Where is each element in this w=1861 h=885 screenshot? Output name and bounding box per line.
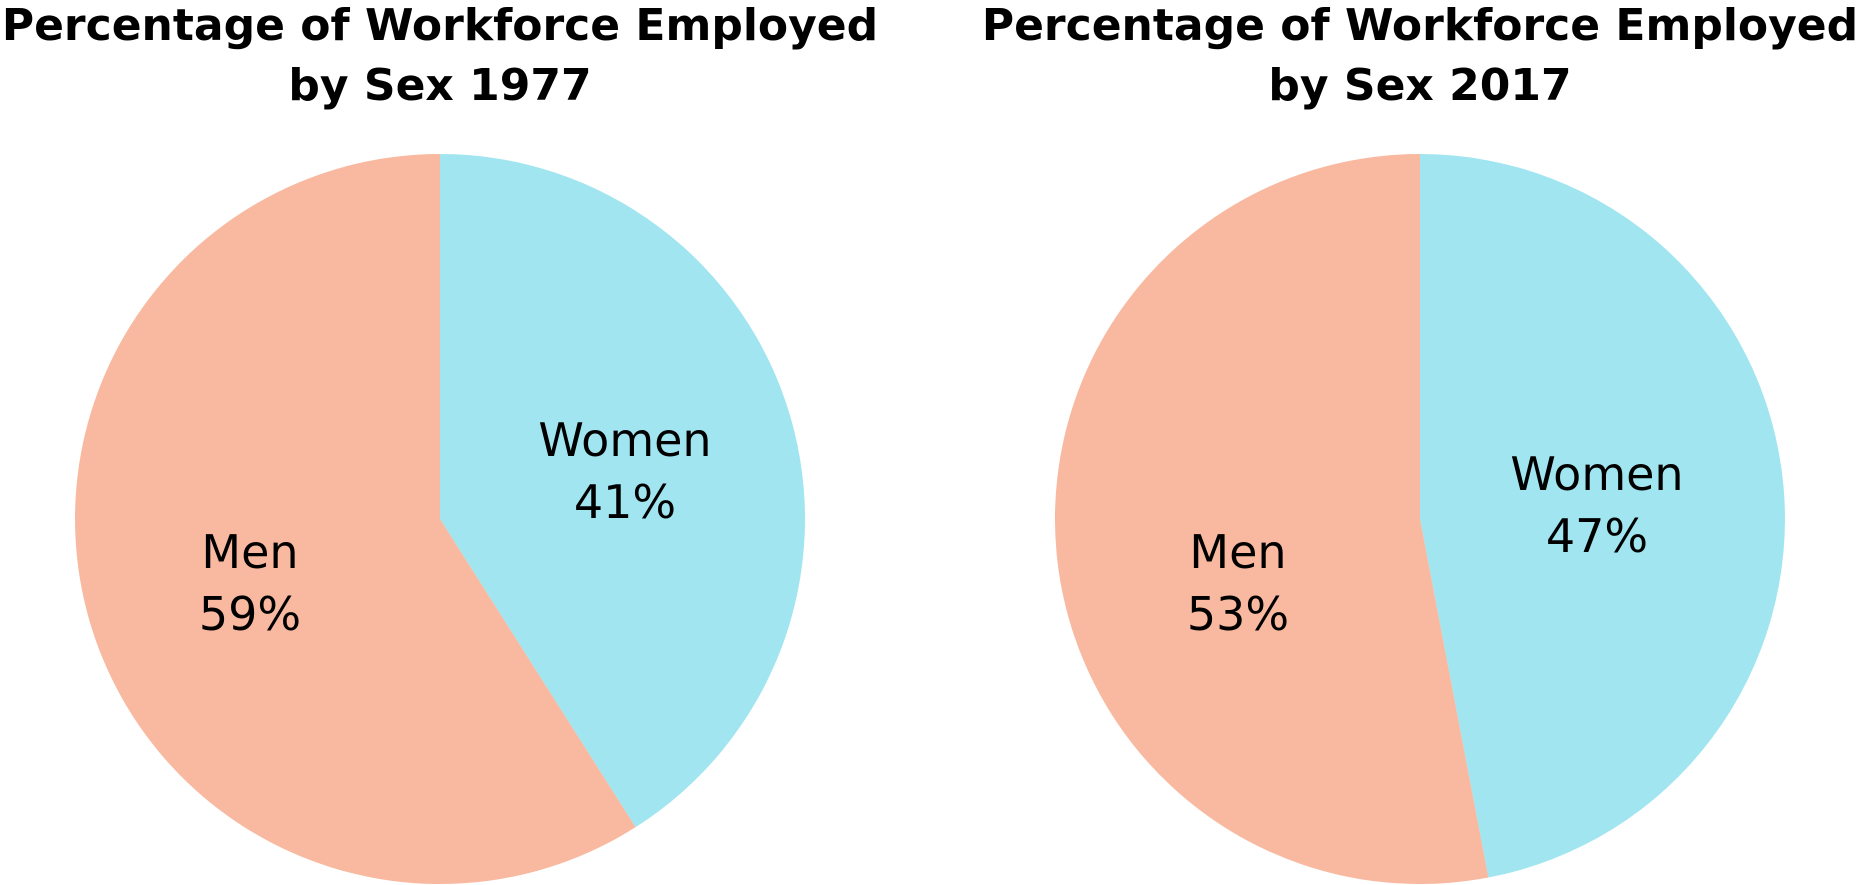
pie-slice-men bbox=[75, 154, 636, 884]
chart-title-1977-line2: by Sex 1977 bbox=[288, 60, 591, 111]
chart-title-2017-line2: by Sex 2017 bbox=[1268, 60, 1571, 111]
pie-slice-women bbox=[1420, 154, 1785, 878]
slice-value-women-2017: 47% bbox=[1546, 509, 1648, 563]
slice-label-women-1977: Women bbox=[538, 413, 711, 467]
slice-value-men-2017: 53% bbox=[1187, 587, 1289, 641]
slice-label-men-2017: Men bbox=[1189, 525, 1286, 579]
slice-value-women-1977: 41% bbox=[574, 475, 676, 529]
pie-labels-2017: Women 47% Men 53% bbox=[1187, 447, 1684, 641]
pie-slices-1977 bbox=[75, 154, 806, 884]
pie-labels-1977: Women 41% Men 59% bbox=[199, 413, 712, 641]
pie-slices-2017 bbox=[1054, 154, 1785, 884]
pie-chart-1977: Percentage of Workforce Employed by Sex … bbox=[2, 0, 878, 884]
slice-value-men-1977: 59% bbox=[199, 587, 301, 641]
slice-label-men-1977: Men bbox=[201, 525, 298, 579]
pie-slice-men bbox=[1054, 154, 1489, 884]
pie-chart-2017: Percentage of Workforce Employed by Sex … bbox=[982, 0, 1858, 884]
pie-slice-women bbox=[440, 154, 806, 828]
slice-label-women-2017: Women bbox=[1510, 447, 1683, 501]
chart-title-2017-line1: Percentage of Workforce Employed bbox=[982, 0, 1858, 51]
chart-title-1977-line1: Percentage of Workforce Employed bbox=[2, 0, 878, 51]
